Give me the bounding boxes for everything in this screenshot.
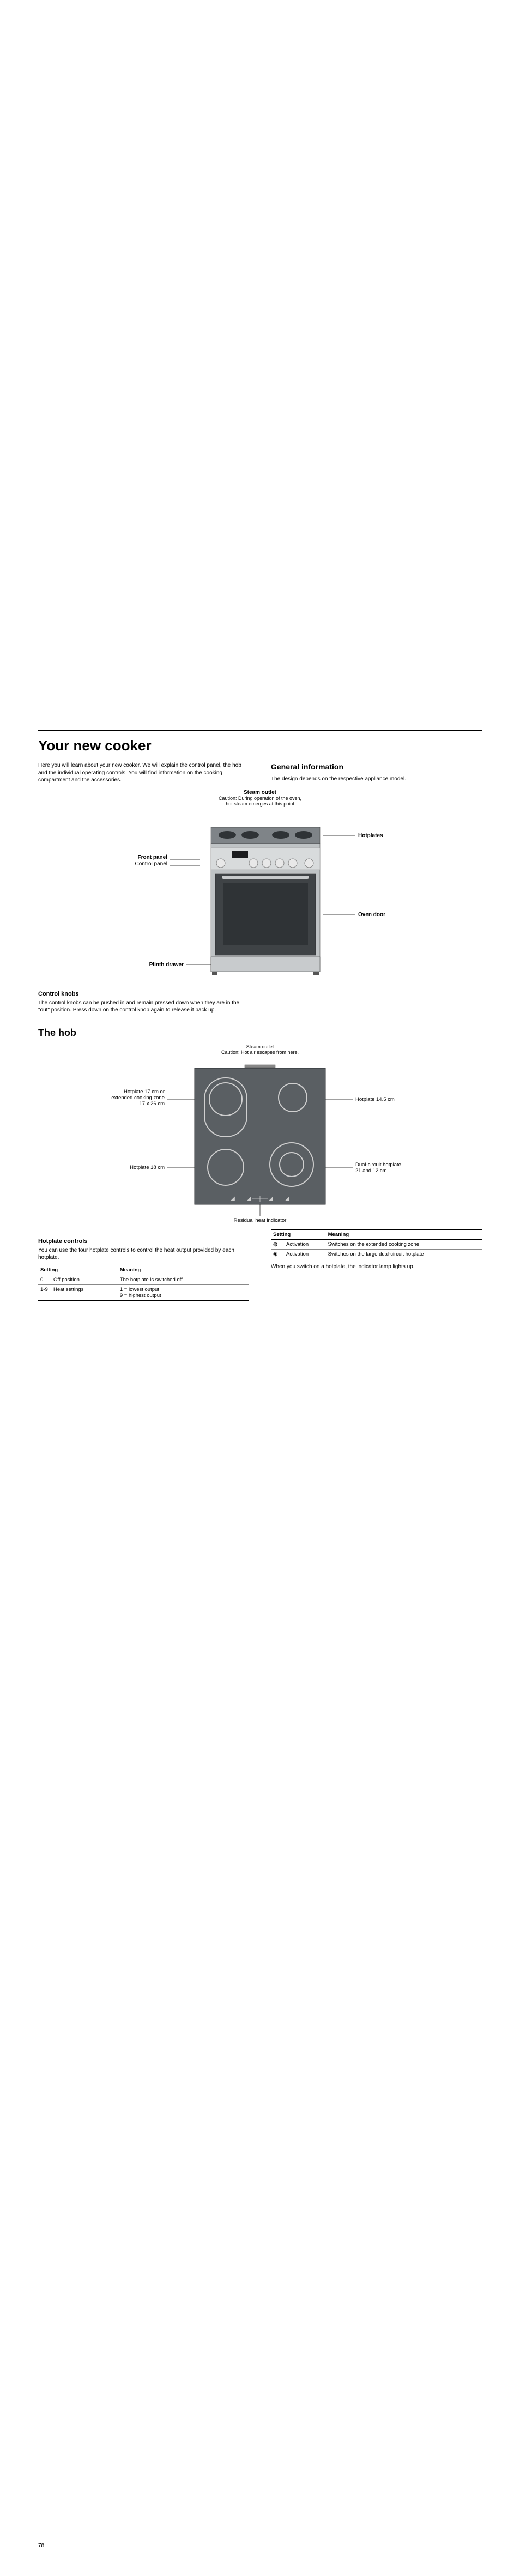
svg-text:◢: ◢ <box>285 1196 289 1202</box>
t1-h2: Meaning <box>118 1265 249 1275</box>
hob-heading: The hob <box>38 1027 482 1039</box>
hob-caption-title: Steam outlet <box>246 1044 274 1050</box>
cell: Switches on the large dual-circuit hotpl… <box>326 1249 482 1259</box>
cooker-svg: Hotplates Oven door Front panel Control … <box>107 811 413 980</box>
control-knobs-heading: Control knobs <box>38 991 482 997</box>
hob-label-tr: Hotplate 14.5 cm <box>355 1096 395 1102</box>
rule <box>38 730 482 731</box>
t2-h2: Meaning <box>326 1229 482 1239</box>
hob-label-residual: Residual heat indicator <box>234 1217 287 1222</box>
label-hotplates: Hotplates <box>358 833 383 839</box>
label-control-panel: Control panel <box>135 861 167 867</box>
cell: Off position <box>51 1275 118 1284</box>
hob-caption: Steam outlet Caution: Hot air escapes fr… <box>38 1044 482 1055</box>
table-settings-2: Setting Meaning ◍ Activation Switches on… <box>271 1229 482 1259</box>
svg-text:◢: ◢ <box>269 1196 273 1202</box>
table-row: 0 Off position The hotplate is switched … <box>38 1275 249 1284</box>
hotplate-controls-intro: You can use the four hotplate controls t… <box>38 1247 249 1262</box>
general-heading: General information <box>271 762 482 772</box>
left-table-col: Hotplate controls You can use the four h… <box>38 1229 249 1301</box>
hob-label-br: Dual-circuit hotplate21 and 12 cm <box>355 1162 401 1174</box>
table-row: 1-9 Heat settings 1 = lowest output 9 = … <box>38 1284 249 1300</box>
hotplate-controls-heading: Hotplate controls <box>38 1238 249 1245</box>
svg-text:◢: ◢ <box>247 1196 251 1202</box>
intro-right: General information The design depends o… <box>271 762 482 784</box>
steam-sub: Caution: During operation of the oven, h… <box>38 796 482 807</box>
page: Your new cooker Here you will learn abou… <box>0 0 520 2576</box>
hob-svg: Hotplate 17 cm orextended cooking zone17… <box>69 1058 451 1222</box>
switch-note: When you switch on a hotplate, the indic… <box>271 1264 482 1270</box>
hob-label-bl: Hotplate 18 cm <box>130 1165 165 1171</box>
cell: Heat settings <box>51 1284 118 1300</box>
cell: 0 <box>38 1275 51 1284</box>
cell: The hotplate is switched off. <box>118 1275 249 1284</box>
control-knobs-text: The control knobs can be pushed in and r… <box>38 999 245 1014</box>
cooker-diagram: Steam outlet Caution: During operation o… <box>38 790 482 980</box>
t1-h1: Setting <box>38 1265 118 1275</box>
t2-h1: Setting <box>271 1229 326 1239</box>
steam-title: Steam outlet <box>38 790 482 796</box>
intro-left: Here you will learn about your new cooke… <box>38 762 249 784</box>
table-settings-1: Setting Meaning 0 Off position The hotpl… <box>38 1265 249 1301</box>
cell: ◉ <box>271 1249 284 1259</box>
cell: Switches on the extended cooking zone <box>326 1239 482 1249</box>
table-row: ◉ Activation Switches on the large dual-… <box>271 1249 482 1259</box>
page-title: Your new cooker <box>38 737 482 754</box>
page-number: 78 <box>38 2543 44 2549</box>
content: Your new cooker Here you will learn abou… <box>38 730 482 1301</box>
cell: ◍ <box>271 1239 284 1249</box>
label-plinth: Plinth drawer <box>149 962 184 968</box>
cell: 1-9 <box>38 1284 51 1300</box>
cell: 1 = lowest output 9 = highest output <box>118 1284 249 1300</box>
tables-row: Hotplate controls You can use the four h… <box>38 1229 482 1301</box>
general-text: The design depends on the respective app… <box>271 775 482 783</box>
hob-caption-sub: Caution: Hot air escapes from here. <box>221 1050 299 1055</box>
table-row: ◍ Activation Switches on the extended co… <box>271 1239 482 1249</box>
label-oven-door: Oven door <box>358 912 385 918</box>
cell: Activation <box>284 1249 326 1259</box>
right-table-col: Setting Meaning ◍ Activation Switches on… <box>271 1229 482 1301</box>
cell: Activation <box>284 1239 326 1249</box>
intro-columns: Here you will learn about your new cooke… <box>38 762 482 784</box>
label-front-panel: Front panel <box>138 854 168 860</box>
intro-text: Here you will learn about your new cooke… <box>38 762 249 784</box>
hob-label-tl: Hotplate 17 cm orextended cooking zone17… <box>111 1089 165 1107</box>
svg-text:◢: ◢ <box>231 1196 235 1202</box>
